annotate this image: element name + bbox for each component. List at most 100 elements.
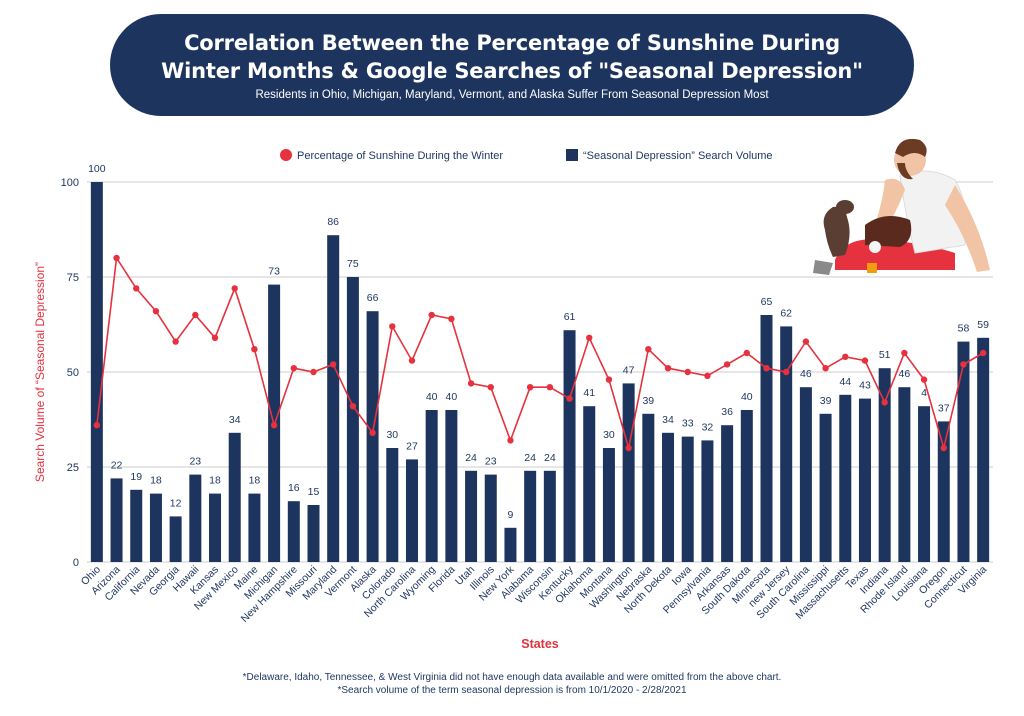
bar[interactable] <box>819 413 832 562</box>
sunshine-point[interactable] <box>960 361 967 368</box>
sunshine-point[interactable] <box>940 444 947 452</box>
bar[interactable] <box>701 440 714 562</box>
bar[interactable] <box>898 387 911 562</box>
bar[interactable] <box>189 474 202 562</box>
bar[interactable] <box>327 235 340 562</box>
bar[interactable] <box>90 182 103 562</box>
bar[interactable] <box>445 410 458 562</box>
sunshine-point[interactable] <box>389 323 396 330</box>
bar-value-label: 40 <box>741 391 753 403</box>
sunshine-point[interactable] <box>920 376 928 383</box>
bar[interactable] <box>602 448 615 562</box>
bar[interactable] <box>504 527 517 562</box>
sunshine-point[interactable] <box>329 361 337 368</box>
sunshine-point[interactable] <box>802 338 810 345</box>
bar[interactable] <box>583 406 596 562</box>
sunshine-point[interactable] <box>586 334 593 341</box>
bar[interactable] <box>721 425 734 562</box>
bar-value-label: 39 <box>642 395 654 407</box>
bar[interactable] <box>209 493 222 562</box>
sunshine-point[interactable] <box>704 372 711 379</box>
sunshine-point[interactable] <box>822 365 829 372</box>
sunshine-point[interactable] <box>270 422 278 429</box>
sunshine-point[interactable] <box>251 346 258 353</box>
sunshine-point[interactable] <box>369 429 376 436</box>
sunshine-point[interactable] <box>664 365 672 372</box>
sunshine-point[interactable] <box>467 380 475 387</box>
sunshine-point[interactable] <box>684 368 691 376</box>
bar[interactable] <box>465 470 478 562</box>
sunshine-point[interactable] <box>487 384 494 391</box>
sunshine-point[interactable] <box>645 346 652 353</box>
sunshine-point[interactable] <box>861 357 869 364</box>
sunshine-point[interactable] <box>842 353 849 360</box>
sunshine-point[interactable] <box>901 349 908 357</box>
bar[interactable] <box>780 326 793 562</box>
bar-value-label: 19 <box>130 471 142 483</box>
bar[interactable] <box>425 410 438 562</box>
sunshine-point[interactable] <box>782 368 790 376</box>
bar[interactable] <box>543 470 556 562</box>
sunshine-point[interactable] <box>310 368 317 376</box>
legend-label-sunshine: Percentage of Sunshine During the Winter <box>297 150 503 162</box>
bar[interactable] <box>346 277 359 562</box>
bar[interactable] <box>642 413 655 562</box>
bar[interactable] <box>662 432 675 562</box>
sunshine-point[interactable] <box>605 376 613 383</box>
bar[interactable] <box>386 448 399 562</box>
bar[interactable] <box>130 489 143 562</box>
bar[interactable] <box>839 394 852 562</box>
sunshine-point[interactable] <box>448 315 455 322</box>
bar[interactable] <box>149 493 162 562</box>
bar[interactable] <box>307 505 320 562</box>
bar-value-label: 65 <box>761 296 773 308</box>
sunshine-point[interactable] <box>723 361 731 368</box>
sunshine-point[interactable] <box>507 437 514 444</box>
sunshine-point[interactable] <box>192 311 199 319</box>
sunshine-point[interactable] <box>231 285 238 292</box>
bar[interactable] <box>878 368 891 562</box>
bar-value-label: 37 <box>938 402 950 414</box>
sunshine-point[interactable] <box>408 357 416 364</box>
bar[interactable] <box>484 474 497 562</box>
bar[interactable] <box>248 493 261 562</box>
bar[interactable] <box>366 311 379 562</box>
bar[interactable] <box>937 421 950 562</box>
bar[interactable] <box>228 432 241 562</box>
bar[interactable] <box>563 330 576 562</box>
sunshine-point[interactable] <box>211 334 219 341</box>
sunshine-point[interactable] <box>763 365 770 372</box>
bar[interactable] <box>957 341 970 562</box>
bar[interactable] <box>799 387 812 562</box>
sunshine-point[interactable] <box>566 395 573 402</box>
bar-value-label: 58 <box>958 323 970 335</box>
sunshine-point[interactable] <box>93 422 101 429</box>
sunshine-point[interactable] <box>172 338 179 345</box>
bar[interactable] <box>110 478 123 562</box>
sunshine-point[interactable] <box>349 403 357 410</box>
bar[interactable] <box>622 383 635 562</box>
sunshine-point[interactable] <box>428 311 435 319</box>
sunshine-point[interactable] <box>152 308 160 315</box>
sunshine-point[interactable] <box>743 349 751 357</box>
bar[interactable] <box>858 398 871 562</box>
bar[interactable] <box>524 470 537 562</box>
bar[interactable] <box>760 315 773 562</box>
bar[interactable] <box>977 337 990 562</box>
bar[interactable] <box>287 501 300 562</box>
sunshine-point[interactable] <box>881 399 888 406</box>
bar[interactable] <box>918 406 931 562</box>
bar[interactable] <box>681 436 694 562</box>
sunshine-point[interactable] <box>290 365 298 372</box>
chart-subtitle: Residents in Ohio, Michigan, Maryland, V… <box>255 89 769 101</box>
bar[interactable] <box>169 516 182 562</box>
sunshine-point[interactable] <box>113 254 120 262</box>
sunshine-point[interactable] <box>546 384 554 391</box>
bar[interactable] <box>405 459 418 562</box>
sunshine-point[interactable] <box>526 384 534 391</box>
sunshine-point[interactable] <box>625 444 632 452</box>
sunshine-point[interactable] <box>979 349 987 357</box>
sunshine-point[interactable] <box>133 285 140 292</box>
y-tick-label: 100 <box>61 177 79 189</box>
bar[interactable] <box>740 410 753 562</box>
